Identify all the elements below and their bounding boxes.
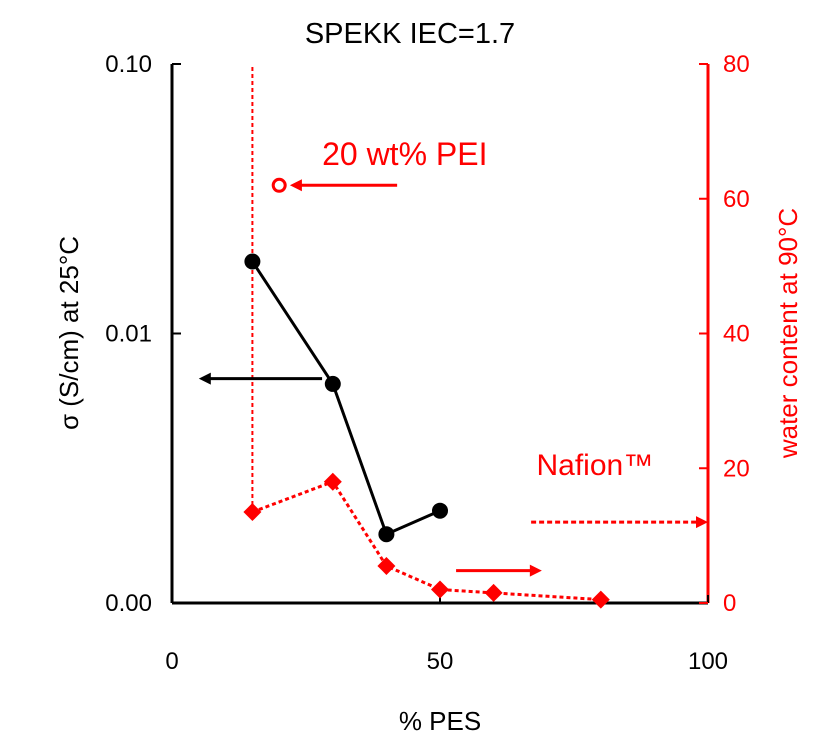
arrow-head: [198, 372, 211, 385]
series-point-diamond: [431, 580, 449, 599]
annotation-label: Nafion™: [536, 449, 653, 482]
y-right-tick-label: 40: [723, 321, 750, 348]
annotation-label: 20 wt% PEI: [322, 136, 487, 172]
open-point: [271, 177, 287, 193]
series-point-diamond: [323, 472, 342, 491]
x-tick-label: 50: [427, 648, 454, 675]
arrow-head: [529, 564, 542, 577]
y-axis-right-label: water content at 90°C: [773, 208, 803, 459]
y-right-tick-label: 80: [723, 51, 750, 78]
x-axis-label: % PES: [399, 706, 481, 736]
series-point-diamond: [591, 590, 610, 609]
y-left-tick-label: 0.00: [105, 590, 152, 617]
y-right-tick-label: 60: [723, 186, 750, 213]
series-point-circle: [324, 375, 341, 392]
series-line-0: [251, 260, 441, 537]
arrow-head: [696, 516, 708, 529]
series-point-circle: [244, 253, 261, 270]
axes: 0 50 100 0.10 0.01 0.00 80 60 40 20 0: [105, 51, 749, 675]
marks: 20 wt% PEI Nafion™: [198, 64, 708, 609]
x-tick-label: 0: [165, 648, 178, 675]
y-axis-left-label: σ (S/cm) at 25°C: [54, 236, 84, 430]
y-left-tick-label: 0.01: [105, 321, 152, 348]
chart-title: SPEKK IEC=1.7: [305, 18, 515, 50]
arrow-head: [289, 179, 302, 192]
series-line-1: [251, 479, 601, 602]
series-point-diamond: [484, 583, 503, 602]
y-right-tick-label: 0: [723, 590, 736, 617]
x-tick-label: 100: [688, 648, 728, 675]
series-point-circle: [432, 502, 448, 519]
y-left-tick-label: 0.10: [105, 51, 152, 78]
series-point-circle: [378, 526, 395, 543]
y-right-tick-label: 20: [723, 455, 750, 482]
series-point-diamond: [377, 556, 396, 575]
series-point-diamond: [243, 503, 262, 522]
